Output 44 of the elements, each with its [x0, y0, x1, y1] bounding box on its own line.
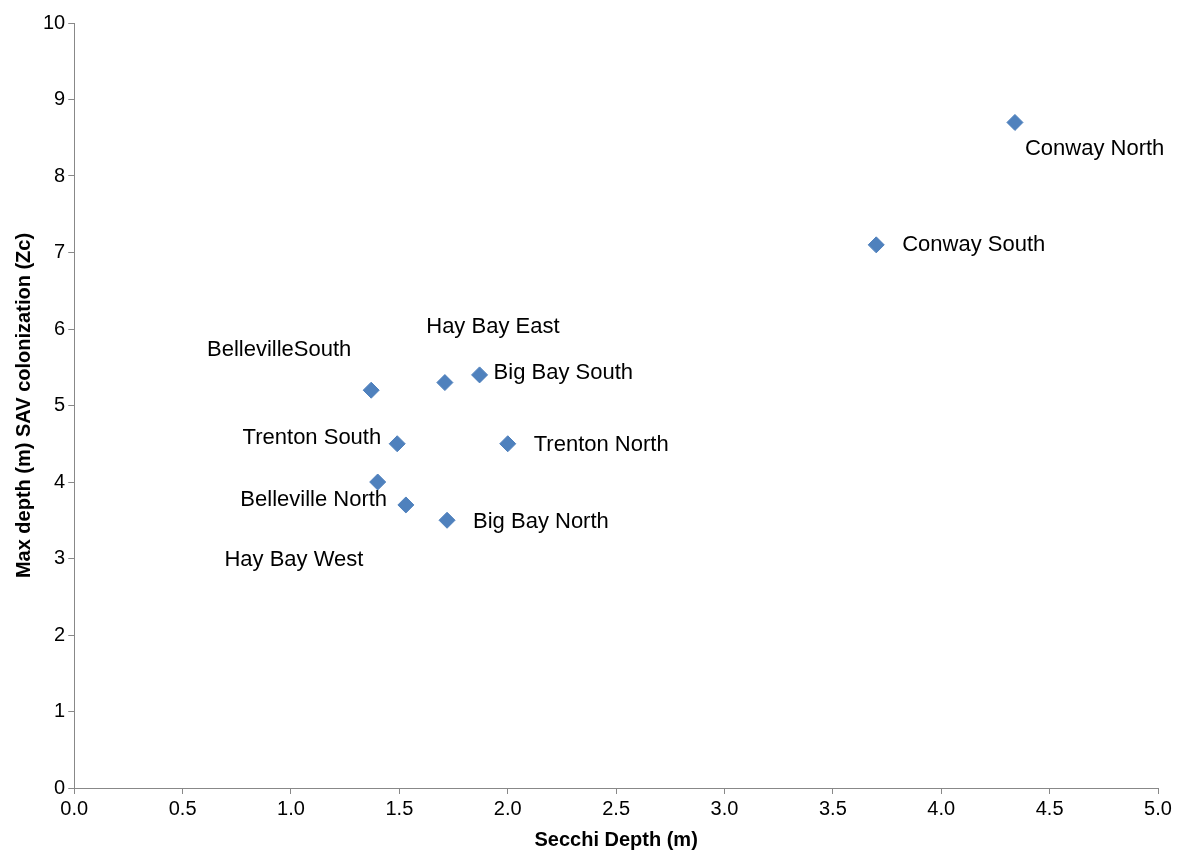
point [397, 496, 415, 514]
point [471, 366, 489, 384]
y-tick-label: 8 [54, 163, 66, 186]
y-tick-label: 5 [54, 393, 66, 416]
x-tick-label: 1.0 [277, 796, 305, 819]
point [1006, 113, 1024, 131]
x-tick-label: 2.5 [602, 796, 631, 819]
y-axis-title: Max depth (m) SAV colonization (Zc) [11, 232, 34, 579]
x-tick-label: 1.5 [385, 796, 414, 819]
data-label: Belleville North [240, 486, 388, 512]
point [388, 435, 406, 453]
point [867, 236, 885, 254]
x-tick-label: 3.0 [710, 796, 739, 819]
x-tick-label: 4.5 [1035, 796, 1064, 819]
x-tick-label: 5.0 [1144, 796, 1172, 819]
point [362, 381, 380, 399]
y-tick-label: 9 [54, 87, 66, 110]
data-label: Trenton North [533, 430, 669, 456]
x-tick-label: 0.0 [60, 796, 89, 819]
y-tick-label: 10 [43, 10, 66, 33]
data-label: Big Bay South [493, 358, 634, 384]
x-axis-title: Secchi Depth (m) [534, 827, 698, 850]
data-label: Big Bay North [473, 508, 609, 534]
y-tick-label: 2 [54, 622, 66, 645]
data-label: Hay Bay East [426, 312, 560, 338]
y-tick-label: 0 [54, 775, 66, 798]
data-label: Conway North [1024, 134, 1165, 160]
point [369, 473, 387, 491]
y-tick-label: 1 [54, 699, 66, 722]
data-label: Hay Bay West [224, 546, 364, 572]
y-tick-label: 3 [54, 546, 66, 569]
x-tick-label: 3.5 [818, 796, 847, 819]
point [499, 435, 517, 453]
y-tick-label: 6 [54, 316, 66, 339]
data-label: BellevilleSouth [207, 336, 352, 362]
y-tick-label: 4 [54, 469, 66, 492]
point [438, 511, 456, 529]
data-label: Conway South [902, 230, 1046, 256]
x-tick-label: 4.0 [927, 796, 956, 819]
y-tick-label: 7 [54, 240, 66, 263]
data-label: Trenton South [242, 423, 382, 449]
x-tick-label: 0.5 [168, 796, 197, 819]
x-tick-label: 2.0 [493, 796, 522, 819]
point [436, 374, 454, 392]
